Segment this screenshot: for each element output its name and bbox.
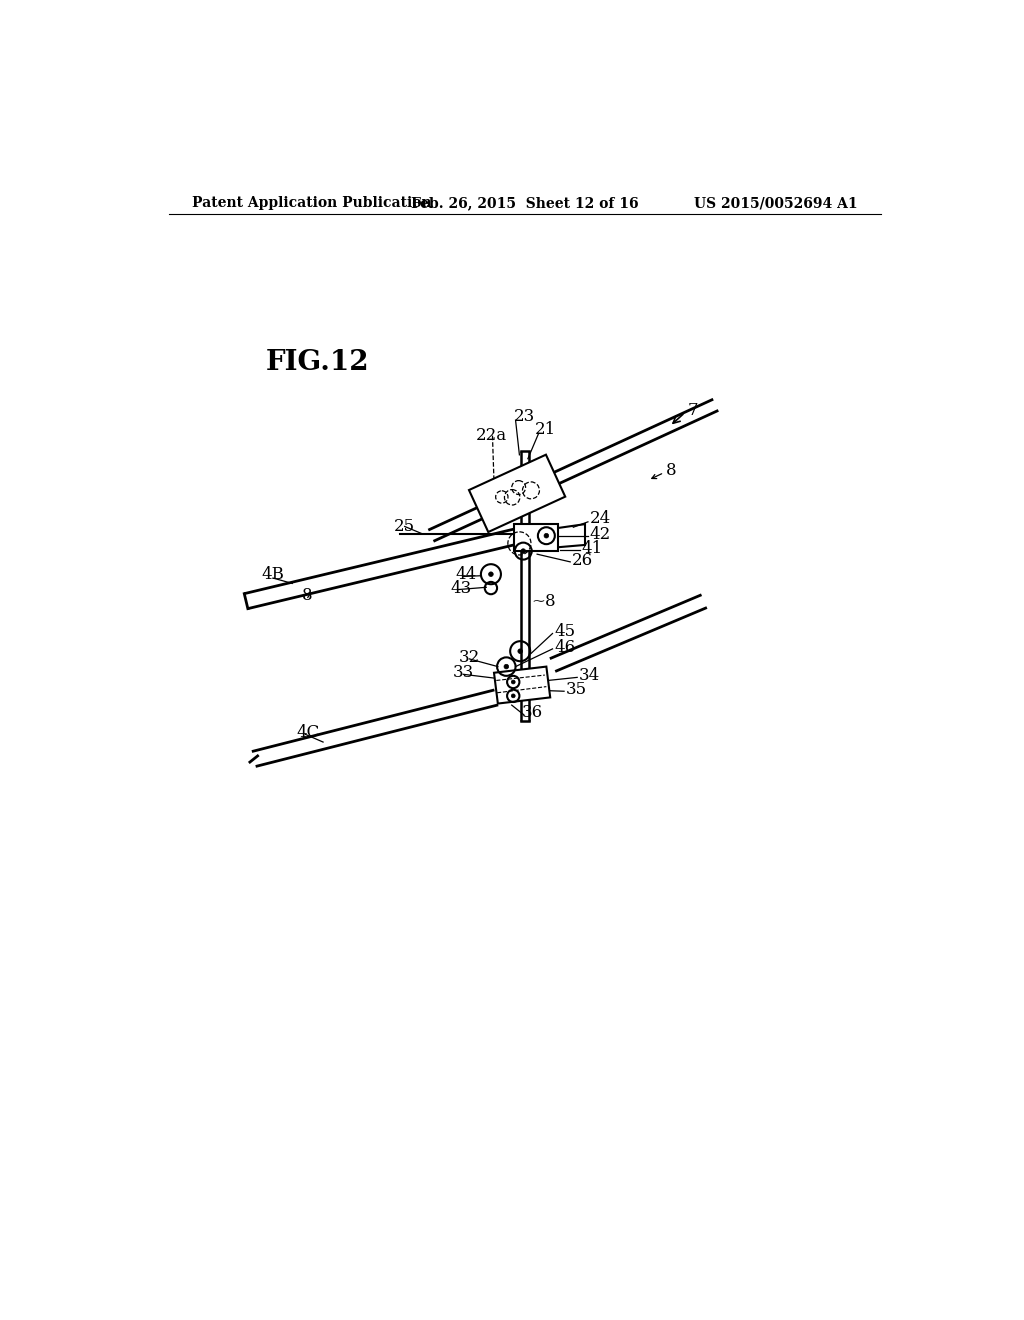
Text: 4C: 4C [296, 723, 319, 741]
Text: 8: 8 [666, 462, 676, 479]
Text: FIG.12: FIG.12 [265, 350, 369, 376]
Text: US 2015/0052694 A1: US 2015/0052694 A1 [694, 197, 857, 210]
Circle shape [488, 572, 494, 577]
Polygon shape [494, 667, 550, 704]
Text: 21: 21 [535, 421, 556, 438]
Text: 23: 23 [514, 408, 536, 425]
Circle shape [511, 694, 515, 698]
Circle shape [504, 664, 509, 669]
Polygon shape [469, 454, 565, 532]
Polygon shape [514, 524, 558, 552]
Circle shape [511, 680, 515, 684]
Text: 4B: 4B [261, 566, 285, 582]
Text: Patent Application Publication: Patent Application Publication [193, 197, 432, 210]
Text: 35: 35 [565, 681, 587, 698]
Text: 46: 46 [554, 639, 575, 656]
Text: 22a: 22a [475, 428, 507, 444]
Text: 41: 41 [582, 540, 603, 557]
Circle shape [518, 649, 522, 653]
Text: 8: 8 [301, 587, 312, 605]
Text: 34: 34 [579, 668, 600, 684]
Text: 33: 33 [453, 664, 474, 681]
Text: 44: 44 [456, 566, 477, 582]
Text: 42: 42 [590, 525, 610, 543]
Text: 32: 32 [459, 649, 480, 665]
Text: ~8: ~8 [531, 593, 556, 610]
Circle shape [544, 533, 549, 539]
Circle shape [521, 549, 525, 553]
Text: 36: 36 [521, 705, 543, 721]
Text: 25: 25 [394, 517, 415, 535]
Text: 45: 45 [554, 623, 575, 640]
Text: Feb. 26, 2015  Sheet 12 of 16: Feb. 26, 2015 Sheet 12 of 16 [411, 197, 639, 210]
Text: 7: 7 [688, 403, 698, 420]
Text: 24: 24 [590, 511, 610, 527]
Text: 26: 26 [571, 552, 593, 569]
Text: 43: 43 [451, 579, 471, 597]
